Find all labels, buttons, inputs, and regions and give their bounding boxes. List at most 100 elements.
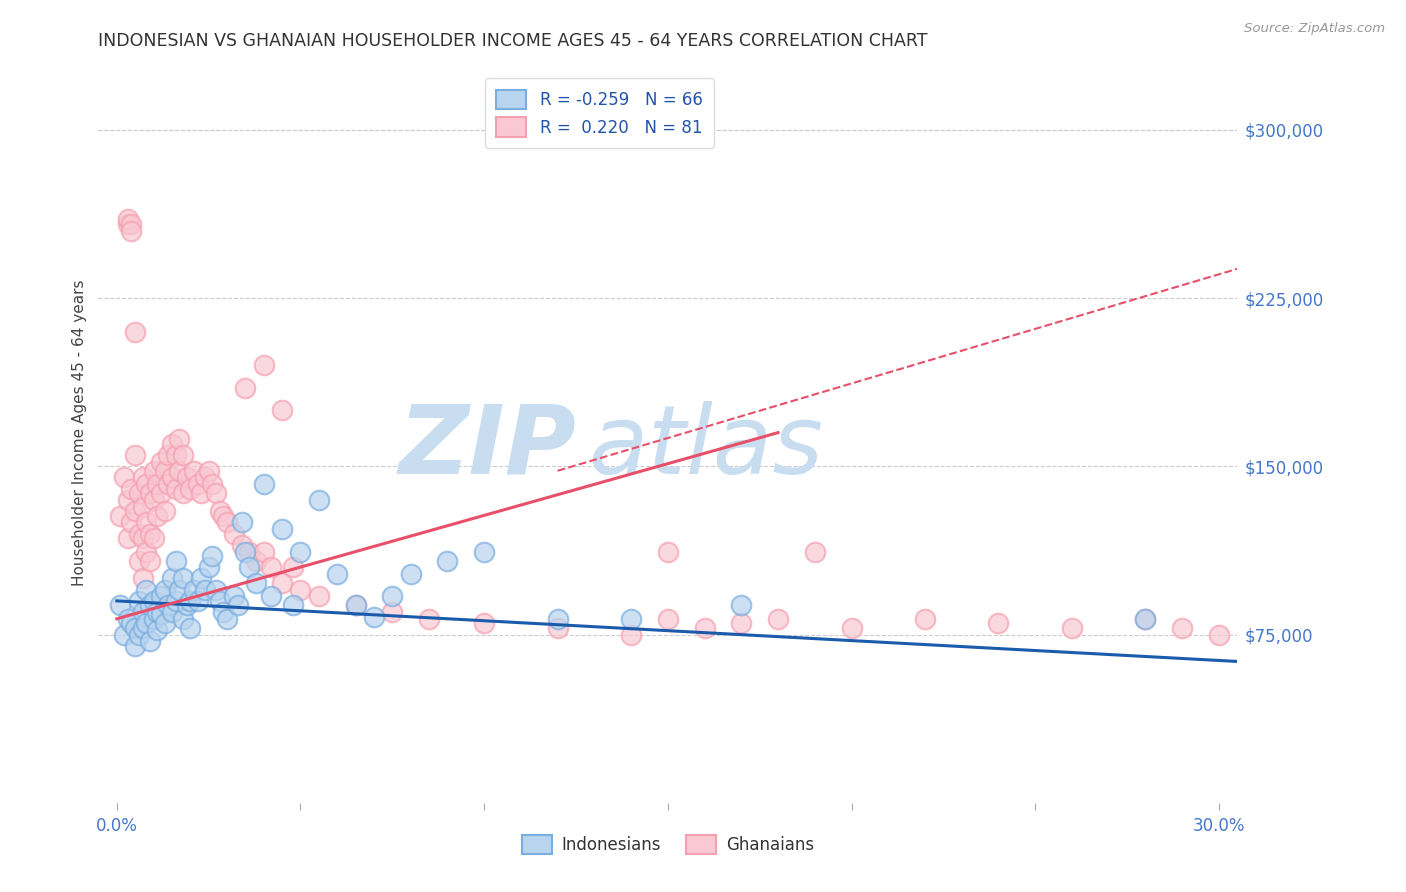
Point bbox=[190, 571, 212, 585]
Point bbox=[149, 590, 172, 604]
Point bbox=[344, 599, 367, 613]
Point bbox=[657, 612, 679, 626]
Point bbox=[117, 612, 139, 626]
Point bbox=[197, 560, 219, 574]
Point bbox=[238, 544, 260, 558]
Point bbox=[194, 582, 217, 597]
Point bbox=[179, 594, 201, 608]
Point bbox=[231, 516, 253, 530]
Point bbox=[121, 482, 143, 496]
Point bbox=[153, 582, 176, 597]
Point bbox=[472, 544, 495, 558]
Point bbox=[117, 492, 139, 507]
Point bbox=[128, 486, 150, 500]
Point bbox=[212, 605, 235, 619]
Point bbox=[131, 621, 153, 635]
Point bbox=[112, 627, 135, 641]
Point bbox=[135, 582, 157, 597]
Point bbox=[124, 325, 146, 339]
Point bbox=[326, 566, 349, 581]
Point bbox=[117, 531, 139, 545]
Point bbox=[308, 590, 330, 604]
Point bbox=[183, 464, 205, 478]
Point bbox=[766, 612, 789, 626]
Point bbox=[197, 464, 219, 478]
Point bbox=[131, 571, 153, 585]
Point bbox=[110, 599, 132, 613]
Point bbox=[153, 616, 176, 631]
Point bbox=[418, 612, 440, 626]
Point bbox=[131, 531, 153, 545]
Point bbox=[208, 594, 231, 608]
Point bbox=[139, 599, 162, 613]
Point bbox=[281, 599, 304, 613]
Point bbox=[183, 582, 205, 597]
Point bbox=[804, 544, 827, 558]
Point bbox=[128, 526, 150, 541]
Point bbox=[381, 590, 404, 604]
Point bbox=[139, 486, 162, 500]
Point bbox=[1135, 612, 1157, 626]
Point bbox=[245, 576, 267, 591]
Text: Source: ZipAtlas.com: Source: ZipAtlas.com bbox=[1244, 22, 1385, 36]
Point bbox=[160, 571, 183, 585]
Point bbox=[547, 612, 569, 626]
Point bbox=[135, 544, 157, 558]
Text: atlas: atlas bbox=[588, 401, 823, 494]
Point bbox=[436, 553, 458, 567]
Point bbox=[167, 464, 190, 478]
Point bbox=[149, 607, 172, 622]
Point bbox=[146, 508, 169, 523]
Point bbox=[160, 470, 183, 484]
Point bbox=[149, 486, 172, 500]
Point bbox=[124, 504, 146, 518]
Point bbox=[153, 464, 176, 478]
Point bbox=[139, 553, 162, 567]
Point bbox=[142, 612, 165, 626]
Point bbox=[172, 612, 194, 626]
Point bbox=[172, 571, 194, 585]
Point bbox=[226, 599, 249, 613]
Point bbox=[179, 621, 201, 635]
Point bbox=[1171, 621, 1194, 635]
Point bbox=[1135, 612, 1157, 626]
Point bbox=[271, 403, 294, 417]
Point bbox=[149, 455, 172, 469]
Point bbox=[224, 590, 246, 604]
Point bbox=[187, 594, 209, 608]
Point bbox=[187, 477, 209, 491]
Point bbox=[730, 599, 752, 613]
Point bbox=[121, 217, 143, 231]
Point bbox=[117, 212, 139, 227]
Point bbox=[205, 582, 228, 597]
Point bbox=[135, 516, 157, 530]
Point bbox=[167, 582, 190, 597]
Point bbox=[215, 612, 238, 626]
Point bbox=[841, 621, 863, 635]
Point bbox=[146, 605, 169, 619]
Y-axis label: Householder Income Ages 45 - 64 years: Householder Income Ages 45 - 64 years bbox=[72, 279, 87, 586]
Point bbox=[253, 359, 276, 373]
Point bbox=[344, 599, 367, 613]
Point bbox=[142, 594, 165, 608]
Point bbox=[142, 492, 165, 507]
Point bbox=[165, 448, 187, 462]
Point bbox=[235, 381, 257, 395]
Point bbox=[290, 582, 312, 597]
Point bbox=[271, 522, 294, 536]
Point bbox=[547, 621, 569, 635]
Point bbox=[215, 516, 238, 530]
Point bbox=[121, 516, 143, 530]
Point bbox=[172, 448, 194, 462]
Point bbox=[128, 627, 150, 641]
Point bbox=[693, 621, 716, 635]
Point bbox=[381, 605, 404, 619]
Point bbox=[146, 477, 169, 491]
Point bbox=[260, 590, 283, 604]
Point bbox=[121, 616, 143, 631]
Point bbox=[142, 464, 165, 478]
Legend: Indonesians, Ghanaians: Indonesians, Ghanaians bbox=[515, 829, 821, 861]
Point bbox=[208, 504, 231, 518]
Point bbox=[238, 560, 260, 574]
Point bbox=[142, 531, 165, 545]
